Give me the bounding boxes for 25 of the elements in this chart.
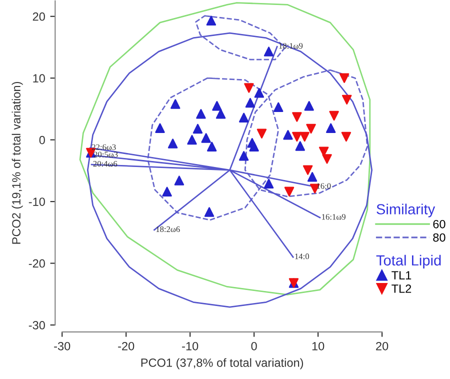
legend-label: TL2 (392, 284, 412, 293)
legend-label: TL1 (392, 271, 412, 280)
annotation: 18:2ω6 (156, 226, 180, 232)
annotation: 20:5ω3 (94, 152, 118, 158)
annotation: 16:1ω9 (322, 214, 346, 220)
y-tick-label: -10 (28, 198, 45, 206)
y-axis-title: PCO2 (19,1% of total variation) (12, 82, 23, 244)
y-tick-label: 20 (32, 12, 45, 21)
x-tick-label: 10 (312, 342, 324, 350)
y-tick-label: -30 (28, 321, 45, 330)
annotation: 22:6ω3 (92, 144, 116, 150)
legend-label: 80 (433, 233, 446, 242)
x-tick-label: -10 (182, 342, 198, 350)
annotation: Total Lipid (376, 254, 441, 268)
x-tick-label: -30 (54, 342, 70, 350)
y-tick-label: -20 (28, 259, 45, 268)
legend-title: Similarity (376, 204, 436, 218)
x-tick-label: 0 (251, 342, 257, 350)
x-tick-label: -20 (118, 342, 134, 350)
x-axis-title: PCO1 (37,8% of total variation) (141, 358, 304, 370)
x-tick-label: 20 (376, 342, 388, 350)
y-tick-label: 10 (33, 74, 45, 82)
y-tick-label: 0 (39, 136, 45, 144)
annotation: 14:0 (295, 254, 309, 260)
legend-label: 60 (433, 220, 446, 228)
